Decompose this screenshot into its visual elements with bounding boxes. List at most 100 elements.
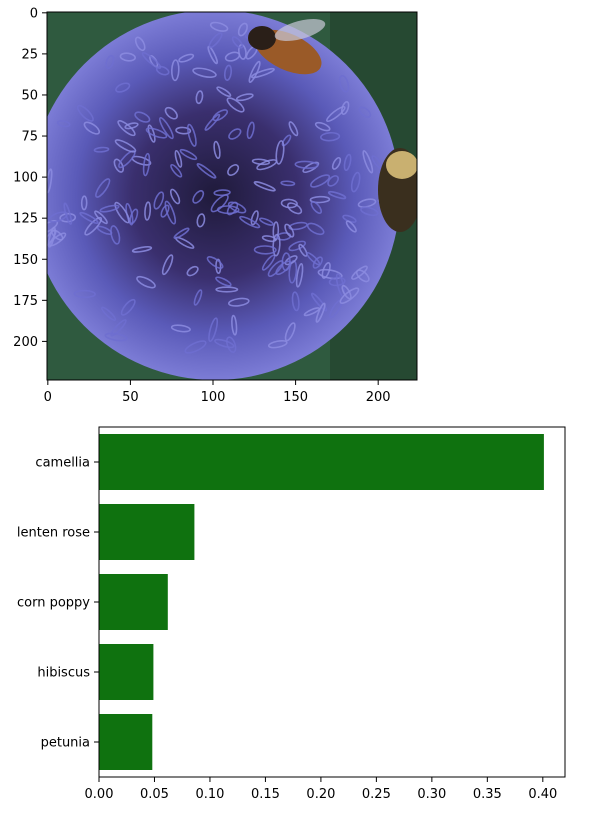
petal [212,109,229,122]
petal [170,324,191,333]
petal [117,120,136,137]
petal [326,105,346,123]
petal [291,291,300,312]
petal [338,74,350,93]
bar-camellia [99,434,544,490]
petal [209,21,229,32]
petal [310,201,323,214]
image-y-tick-label: 75 [21,130,38,145]
petal [147,124,156,143]
petal [280,180,296,187]
petal [306,222,325,236]
petal [196,163,217,179]
petal [216,86,232,98]
category-label: petunia [41,736,90,751]
petal [213,189,231,197]
petal [287,202,303,215]
bar-x-tick-label: 0.40 [528,787,557,802]
bar-x-tick-label: 0.20 [306,787,335,802]
bar-x-tick-label: 0.30 [417,787,446,802]
category-label: corn poppy [17,596,90,611]
bar-x-tick-label: 0.10 [195,787,224,802]
petal [170,163,183,178]
image-x-tick-label: 50 [122,390,139,405]
petal [174,149,183,168]
petal [114,201,130,224]
image-y-tick-label: 125 [13,212,38,227]
petal [355,269,370,283]
petal [362,150,374,174]
petal [303,307,321,317]
petal [288,240,307,252]
petal [47,226,56,248]
bar-chart-y-axis: camellia lenten rose corn poppy hibiscus pet… [17,456,99,751]
image-y-tick-label: 100 [13,171,38,186]
petal [119,52,136,62]
petal [195,90,204,105]
petal [253,245,277,255]
petal [310,174,331,188]
bar-x-tick-label: 0.35 [473,787,502,802]
petal [129,208,139,225]
flower-image [47,12,417,380]
petal [237,22,248,37]
petal [259,217,274,226]
petal [331,156,342,170]
petal [120,298,136,316]
category-label: hibiscus [37,666,90,681]
image-y-axis: 0 25 50 75 100 125 150 175 200 [13,6,47,350]
bar-hibiscus [99,644,154,700]
bar-x-tick-label: 0.05 [140,787,169,802]
petal [110,225,121,245]
petal-texture [47,21,399,354]
petal [267,260,284,278]
petal [76,104,94,122]
petal [327,175,339,187]
petal [48,211,68,223]
petal [158,116,174,140]
petal [206,256,224,269]
petal [235,93,254,102]
image-y-tick-label: 150 [13,253,38,268]
petal [173,227,190,240]
petal [284,322,296,342]
image-axes-frame [46,11,418,381]
petal [306,252,321,266]
petal [253,181,276,192]
petal [56,120,71,128]
petal [227,297,250,307]
petal [124,122,139,130]
image-y-tick-label: 200 [13,335,38,350]
petal [350,171,361,193]
petal [250,210,259,226]
petal [345,220,357,233]
petal [141,52,162,69]
petal [248,60,261,83]
category-label: camellia [35,456,90,471]
petal [144,201,152,221]
petal [93,146,110,153]
petal [246,121,255,140]
petal [161,254,174,276]
petal [302,161,320,174]
petal [164,200,177,225]
petal [317,268,343,280]
petal [312,256,323,269]
petal [261,235,277,243]
bar-chart-panel: camellia lenten rose corn poppy hibiscus pet… [17,426,566,802]
petal [298,243,308,257]
petal [178,53,195,63]
image-y-tick-label: 50 [21,88,38,103]
petal [101,306,117,321]
petal [136,275,156,289]
petal [84,216,103,236]
petal [314,121,331,132]
petal [79,211,99,224]
petal [134,111,151,123]
petal [228,128,242,140]
image-x-tick-label: 0 [44,390,52,405]
petal [224,51,241,62]
petal [226,201,239,216]
petal [231,36,244,49]
image-x-tick-label: 200 [366,390,391,405]
